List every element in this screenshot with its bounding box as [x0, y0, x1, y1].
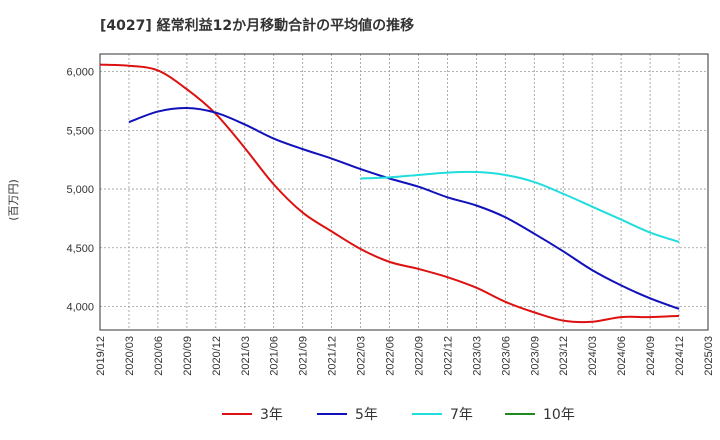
legend: 3年 5年 7年 10年 — [222, 407, 575, 423]
x-tick-label: 2020/03 — [124, 336, 136, 376]
grid — [100, 54, 708, 330]
x-tick-label: 2020/12 — [211, 336, 223, 376]
x-tick-label: 2022/12 — [442, 336, 454, 376]
x-tick-label: 2022/03 — [356, 336, 368, 376]
series-line — [99, 63, 680, 324]
y-tick-label: 4,000 — [66, 302, 94, 314]
x-tick-label: 2023/06 — [500, 336, 512, 376]
x-tick-label: 2023/12 — [558, 336, 570, 376]
x-tick-label: 2022/09 — [413, 336, 425, 376]
series-lines — [99, 63, 680, 324]
x-tick-label: 2022/06 — [385, 336, 397, 376]
x-tick-label: 2023/09 — [529, 336, 541, 376]
y-tick-label: 5,500 — [66, 125, 94, 137]
y-tick-label: 4,500 — [66, 243, 94, 255]
x-tick-label: 2024/12 — [674, 336, 686, 376]
x-tick-label: 2020/09 — [182, 336, 194, 376]
legend-label: 3年 — [260, 407, 283, 423]
x-tick-label: 2024/06 — [616, 336, 628, 376]
legend-label: 5年 — [355, 407, 378, 423]
x-tick-label: 2024/09 — [645, 336, 657, 376]
x-ticks: 2019/12 2020/03 2020/06 2020/09 2020/12 2021/… — [95, 336, 715, 376]
y-tick-label: 5,000 — [66, 184, 94, 196]
x-tick-label: 2020/06 — [153, 336, 165, 376]
series-line — [360, 170, 680, 243]
x-tick-label: 2021/06 — [269, 336, 281, 376]
x-tick-label: 2021/12 — [327, 336, 339, 376]
y-tick-label: 6,000 — [66, 67, 94, 79]
legend-label: 10年 — [543, 407, 575, 423]
x-tick-label: 2021/03 — [240, 336, 252, 376]
x-tick-label: 2021/09 — [298, 336, 310, 376]
x-tick-label: 2019/12 — [95, 336, 107, 376]
x-tick-label: 2023/03 — [471, 336, 483, 376]
series-line — [128, 107, 680, 310]
chart-title: [4027] 経常利益12か月移動合計の平均値の推移 — [100, 17, 414, 34]
y-axis-label: (百万円) — [7, 179, 20, 221]
plot-area-border — [99, 53, 709, 331]
legend-label: 7年 — [450, 407, 473, 423]
y-ticks: 4,000 4,500 5,000 5,500 6,000 — [66, 67, 94, 314]
x-tick-label: 2025/03 — [703, 336, 715, 376]
x-tick-label: 2024/03 — [587, 336, 599, 376]
